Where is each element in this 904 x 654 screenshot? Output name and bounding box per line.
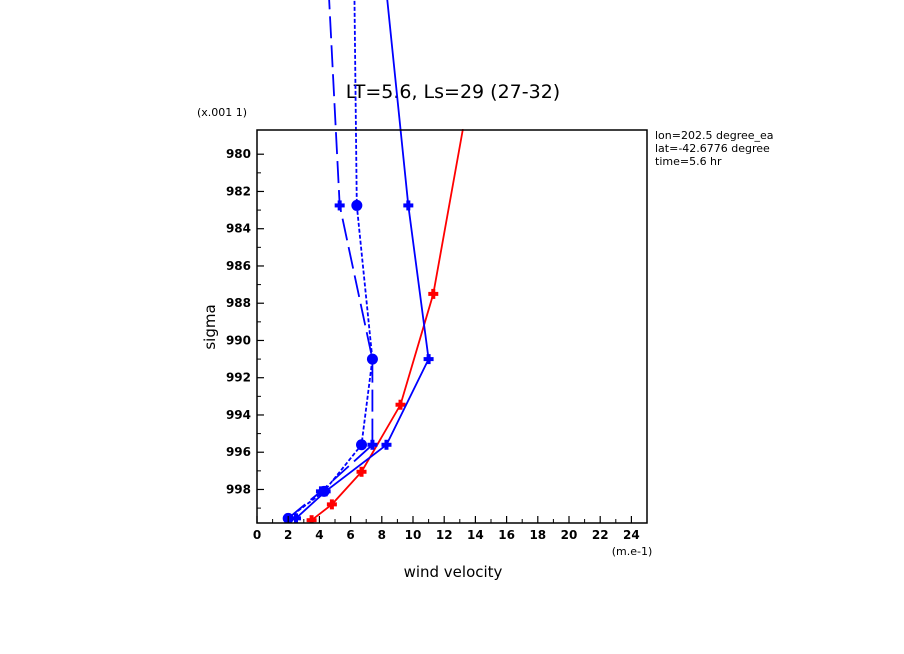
x-tick-label: 0 [253,528,261,542]
info-panel: lon=202.5 degree_ea lat=-42.6776 degree … [655,129,774,168]
x-tick-label: 12 [436,528,453,542]
data-point [306,515,317,523]
x-tick-label: 4 [315,528,323,542]
y-units-label: (x.001 1) [197,106,247,119]
y-tick-label: 986 [226,259,251,273]
data-point [318,485,330,497]
x-tick-label: 6 [346,528,354,542]
x-tick-label: 10 [405,528,422,542]
data-point [367,439,378,450]
data-point [334,200,345,211]
data-point [356,466,367,477]
data-point [381,439,392,450]
y-tick-label: 980 [226,147,251,161]
x-tick-label: 8 [378,528,386,542]
x-units-label: (m.e-1) [612,545,653,558]
data-point [291,513,301,523]
x-tick-label: 2 [284,528,292,542]
y-axis: 980 982 984 986 988 990 992 994 996 998 [226,147,264,509]
series-line-1 [311,128,464,521]
x-tick-label: 18 [529,528,546,542]
data-point [428,288,439,299]
data-point [403,200,414,211]
x-tick-label: 20 [561,528,578,542]
data-point [366,353,378,365]
x-axis: 0 2 4 6 8 10 12 14 16 18 20 22 24 [253,516,648,542]
y-axis-label: sigma [201,304,219,349]
data-point [395,399,406,410]
info-time: time=5.6 hr [655,155,722,168]
y-tick-label: 988 [226,296,251,310]
x-tick-label: 24 [623,528,640,542]
info-clip-cover [780,125,904,175]
y-tick-label: 992 [226,371,251,385]
x-tick-label: 16 [498,528,515,542]
series-line-4 [287,0,374,520]
info-lon: lon=202.5 degree_ea [655,129,774,142]
data-point [351,199,363,211]
plot-frame [256,129,648,524]
x-axis-label: wind velocity [404,563,503,581]
y-tick-label: 984 [226,222,251,236]
data-point [423,354,434,365]
y-tick-label: 998 [226,482,251,496]
y-tick-label: 990 [226,333,251,347]
data-point [326,499,337,510]
x-tick-label: 22 [592,528,609,542]
data-point [356,439,368,451]
series-line-3 [287,0,374,519]
info-lat: lat=-42.6776 degree [655,142,770,155]
y-tick-label: 982 [226,184,251,198]
series-layer [282,0,464,523]
chart-title: LT=5.6, Ls=29 (27-32) [346,81,560,103]
y-tick-label: 996 [226,445,251,459]
y-tick-label: 994 [226,408,251,422]
x-tick-label: 14 [467,528,484,542]
